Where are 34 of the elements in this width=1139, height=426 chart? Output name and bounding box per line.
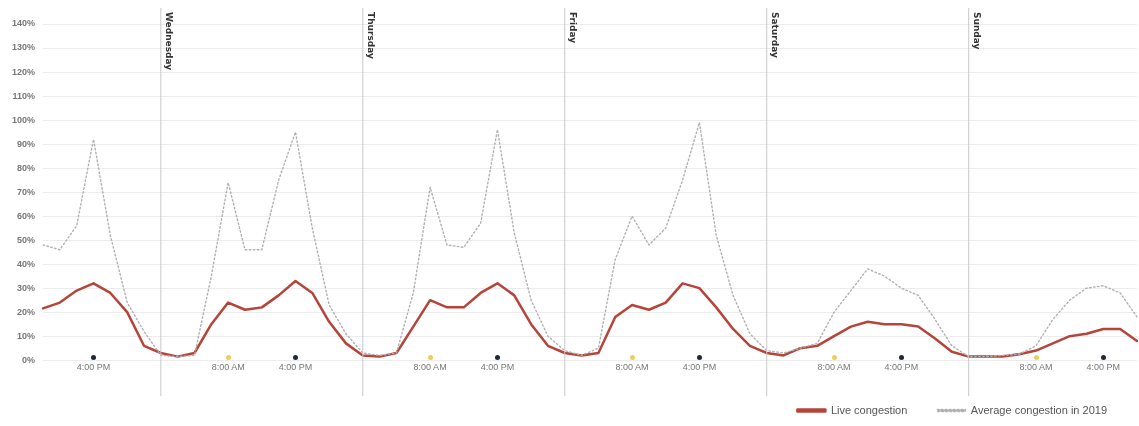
legend-label: Average congestion in 2019	[970, 403, 1108, 416]
x-tick-label: 8:00 AM	[817, 362, 851, 373]
y-tick-label: 0%	[22, 354, 36, 365]
annotation: Friday	[567, 12, 578, 44]
annotation: Sunday	[971, 12, 982, 50]
y-tick-label: 10%	[17, 330, 36, 341]
annotation: Saturday	[769, 12, 780, 58]
legend-label: Live congestion	[830, 403, 908, 416]
y-tick-label: 130%	[11, 42, 36, 53]
x-tick-label: 4:00 PM	[480, 362, 515, 373]
y-tick-label: 110%	[12, 90, 36, 101]
y-tick-label: 60%	[17, 210, 36, 221]
x-tick-label: 4:00 PM	[682, 362, 717, 373]
x-tick-label: 4:00 PM	[884, 362, 919, 373]
y-tick-label: 20%	[17, 306, 36, 317]
y-tick-label: 40%	[17, 258, 36, 269]
y-tick-label: 120%	[11, 66, 36, 77]
y-tick-label: 50%	[17, 234, 36, 245]
x-tick-label: 4:00 PM	[278, 362, 313, 373]
y-tick-label: 100%	[11, 114, 36, 125]
annotation: Thursday	[365, 12, 376, 59]
y-tick-label: 70%	[17, 186, 36, 197]
x-tick-label: 4:00 PM	[76, 362, 111, 373]
x-tick-label: 4:00 PM	[1086, 362, 1121, 373]
x-tick-label: 8:00 AM	[1019, 362, 1053, 373]
y-tick-label: 30%	[17, 282, 36, 293]
x-tick-label: 8:00 AM	[615, 362, 649, 373]
annotation: Wednesday	[163, 12, 174, 71]
line-series	[42, 121, 1138, 358]
y-tick-label: 140%	[11, 18, 36, 29]
x-tick-label: 8:00 AM	[413, 362, 447, 373]
y-tick-label: 90%	[17, 138, 36, 149]
y-tick-label: 80%	[17, 162, 36, 173]
x-tick-label: 8:00 AM	[211, 362, 245, 373]
